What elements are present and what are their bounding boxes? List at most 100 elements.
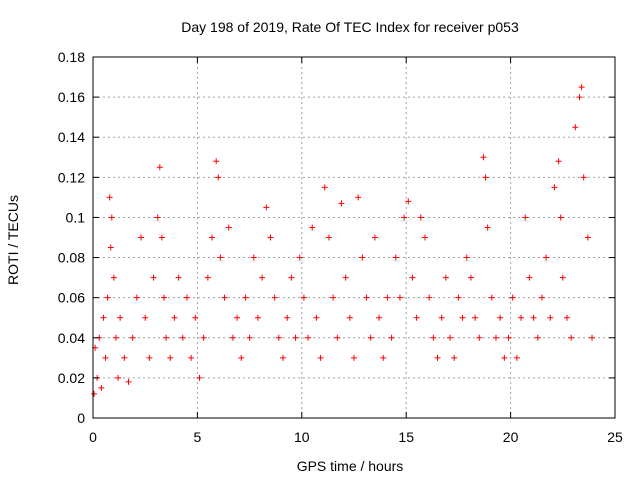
data-point bbox=[275, 334, 282, 341]
data-point bbox=[179, 334, 186, 341]
data-point bbox=[108, 214, 115, 221]
data-point bbox=[405, 198, 412, 205]
data-point bbox=[547, 314, 554, 321]
data-point bbox=[497, 314, 504, 321]
data-point bbox=[171, 314, 178, 321]
x-tick-label-5: 25 bbox=[607, 429, 623, 445]
data-point bbox=[175, 274, 182, 281]
data-point bbox=[484, 224, 491, 231]
data-point bbox=[309, 224, 316, 231]
y-tick-label-3: 0.06 bbox=[58, 290, 85, 306]
data-point bbox=[538, 294, 545, 301]
data-point bbox=[288, 274, 295, 281]
data-point bbox=[330, 294, 337, 301]
data-point bbox=[442, 274, 449, 281]
data-point bbox=[376, 314, 383, 321]
data-point bbox=[342, 274, 349, 281]
data-point bbox=[196, 374, 203, 381]
data-point bbox=[438, 314, 445, 321]
x-tick-label-0: 0 bbox=[89, 429, 97, 445]
x-tick-labels: 0 5 10 15 20 25 bbox=[89, 429, 623, 445]
x-tick-label-2: 10 bbox=[294, 429, 310, 445]
data-point bbox=[492, 334, 499, 341]
data-point bbox=[392, 254, 399, 261]
data-point bbox=[355, 194, 362, 201]
data-point bbox=[530, 314, 537, 321]
data-point bbox=[321, 184, 328, 191]
y-tick-label-6: 0.12 bbox=[58, 169, 85, 185]
data-point bbox=[102, 354, 109, 361]
data-point bbox=[125, 378, 132, 385]
y-tick-label-1: 0.02 bbox=[58, 370, 85, 386]
data-point bbox=[250, 254, 257, 261]
data-point bbox=[133, 294, 140, 301]
data-point bbox=[300, 294, 307, 301]
data-point bbox=[238, 354, 245, 361]
data-point bbox=[158, 234, 165, 241]
data-point bbox=[110, 274, 117, 281]
data-point bbox=[156, 164, 163, 171]
data-point bbox=[363, 294, 370, 301]
x-tick-label-4: 20 bbox=[503, 429, 519, 445]
data-point bbox=[480, 154, 487, 161]
data-point bbox=[188, 354, 195, 361]
data-point bbox=[463, 254, 470, 261]
data-point bbox=[225, 224, 232, 231]
data-point bbox=[129, 334, 136, 341]
data-point bbox=[401, 214, 408, 221]
data-point bbox=[371, 234, 378, 241]
data-point bbox=[572, 124, 579, 131]
data-point bbox=[154, 214, 161, 221]
data-point bbox=[280, 354, 287, 361]
data-point bbox=[334, 334, 341, 341]
data-point bbox=[534, 334, 541, 341]
x-tick-label-1: 5 bbox=[194, 429, 202, 445]
data-point bbox=[192, 314, 199, 321]
data-point bbox=[115, 374, 122, 381]
data-point bbox=[200, 334, 207, 341]
data-point bbox=[447, 334, 454, 341]
data-point bbox=[229, 334, 236, 341]
data-point bbox=[163, 334, 170, 341]
data-point bbox=[217, 254, 224, 261]
data-point bbox=[254, 314, 261, 321]
data-point bbox=[215, 174, 222, 181]
data-point bbox=[204, 274, 211, 281]
y-tick-label-5: 0.1 bbox=[66, 209, 86, 225]
data-point bbox=[121, 354, 128, 361]
data-point bbox=[221, 294, 228, 301]
data-point bbox=[551, 184, 558, 191]
data-point bbox=[351, 354, 357, 361]
data-point bbox=[384, 294, 391, 301]
data-point bbox=[589, 334, 596, 341]
data-point bbox=[183, 294, 190, 301]
data-point bbox=[578, 84, 585, 91]
grid-lines bbox=[93, 57, 615, 418]
data-point bbox=[146, 354, 153, 361]
data-point bbox=[488, 294, 495, 301]
data-point bbox=[167, 354, 174, 361]
y-tick-label-0: 0 bbox=[77, 410, 85, 426]
data-point bbox=[271, 294, 278, 301]
data-point bbox=[426, 294, 433, 301]
data-point bbox=[98, 384, 105, 391]
data-point bbox=[267, 234, 274, 241]
y-axis-label: ROTI / TECUs bbox=[5, 195, 21, 285]
y-tick-labels: 0 0.02 0.04 0.06 0.08 0.1 0.12 0.14 0.16 0.18 bbox=[58, 49, 85, 426]
data-point bbox=[417, 214, 424, 221]
data-point bbox=[409, 274, 416, 281]
data-point bbox=[421, 234, 428, 241]
data-point bbox=[476, 334, 483, 341]
x-axis-label: GPS time / hours bbox=[297, 458, 404, 474]
data-point bbox=[451, 354, 458, 361]
data-point bbox=[107, 244, 114, 251]
y-tick-label-7: 0.14 bbox=[58, 129, 85, 145]
data-point bbox=[526, 274, 533, 281]
data-point bbox=[142, 314, 149, 321]
data-point bbox=[100, 314, 107, 321]
data-point bbox=[338, 200, 345, 207]
data-point bbox=[380, 354, 387, 361]
chart-title: Day 198 of 2019, Rate Of TEC Index for r… bbox=[181, 19, 519, 35]
data-point bbox=[559, 274, 566, 281]
data-point bbox=[213, 158, 220, 165]
